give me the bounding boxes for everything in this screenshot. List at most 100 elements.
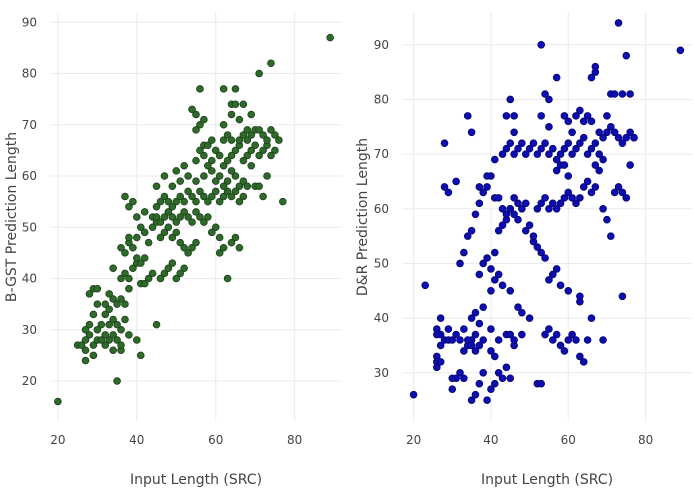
data-point [211, 146, 220, 155]
data-point [510, 112, 518, 120]
data-point [448, 336, 457, 344]
data-point [121, 249, 129, 257]
data-point [89, 310, 98, 319]
data-point [93, 325, 102, 334]
data-point [200, 151, 208, 160]
data-point [168, 182, 177, 191]
data-point [259, 192, 267, 201]
data-point [487, 286, 495, 295]
data-point [576, 194, 584, 202]
data-point [456, 336, 464, 344]
x-tick-label: 20 [50, 433, 65, 447]
data-point [211, 177, 220, 185]
data-point [136, 223, 145, 232]
data-point [521, 199, 530, 208]
data-point [514, 144, 522, 153]
data-point [184, 172, 192, 180]
data-point [525, 314, 534, 322]
data-point [599, 133, 607, 142]
data-point [436, 314, 445, 322]
data-point [219, 161, 228, 170]
data-point [506, 139, 515, 148]
data-point [227, 151, 236, 160]
data-point [109, 331, 117, 339]
data-point [506, 205, 515, 213]
data-point [192, 197, 200, 206]
data-point [467, 226, 476, 235]
data-point [487, 325, 495, 333]
data-point [537, 144, 545, 153]
data-point [227, 192, 236, 201]
data-point [576, 352, 584, 361]
data-point [587, 188, 596, 197]
data-point [545, 95, 553, 104]
data-point [223, 177, 232, 185]
x-tick-label: 60 [208, 433, 223, 447]
data-point [85, 331, 94, 339]
data-point [510, 194, 518, 202]
data-point [207, 192, 216, 201]
data-point [552, 155, 561, 164]
data-point [223, 131, 232, 139]
data-point [164, 223, 173, 232]
data-point [109, 346, 117, 355]
data-point [537, 379, 545, 388]
data-point [97, 336, 106, 344]
right-x-axis-title: Input Length (SRC) [481, 472, 613, 488]
data-point [239, 156, 248, 165]
data-point [475, 270, 484, 279]
data-point [490, 248, 499, 257]
data-point [184, 213, 192, 221]
data-point [576, 106, 584, 115]
data-point [502, 210, 511, 219]
left-data-points [54, 33, 334, 406]
data-point [541, 254, 549, 262]
data-point [113, 336, 121, 344]
data-point [560, 112, 569, 120]
data-point [591, 161, 600, 169]
data-point [487, 265, 495, 273]
data-point [483, 396, 491, 404]
data-point [626, 90, 634, 98]
data-point [460, 248, 468, 257]
data-point [595, 150, 603, 158]
y-tick-label: 30 [374, 366, 389, 380]
y-tick-label: 30 [22, 323, 37, 337]
data-point [129, 264, 137, 273]
data-point [487, 385, 495, 394]
data-point [436, 358, 445, 366]
data-point [545, 150, 553, 158]
data-point [518, 139, 526, 148]
data-point [247, 161, 256, 170]
data-point [101, 331, 110, 339]
right-gridlines [402, 12, 692, 422]
data-point [456, 259, 464, 268]
y-tick-label: 60 [374, 202, 389, 216]
data-point [121, 192, 129, 201]
data-point [583, 336, 592, 344]
data-point [467, 128, 476, 137]
y-tick-label: 40 [22, 272, 37, 286]
data-point [223, 187, 232, 196]
data-point [436, 341, 445, 350]
data-point [168, 202, 177, 211]
data-point [483, 254, 491, 262]
data-point [101, 310, 110, 319]
data-point [113, 320, 121, 329]
data-point [81, 346, 90, 355]
data-point [603, 112, 611, 120]
data-point [196, 85, 204, 93]
data-point [101, 300, 110, 308]
data-point [568, 330, 576, 339]
data-point [255, 151, 263, 160]
data-point [184, 249, 192, 257]
data-point [545, 325, 553, 333]
data-point [207, 156, 216, 165]
data-point [545, 123, 553, 131]
data-point [129, 243, 137, 252]
data-point [235, 197, 244, 206]
data-point [603, 128, 611, 137]
data-point [188, 218, 196, 226]
data-point [219, 85, 228, 93]
